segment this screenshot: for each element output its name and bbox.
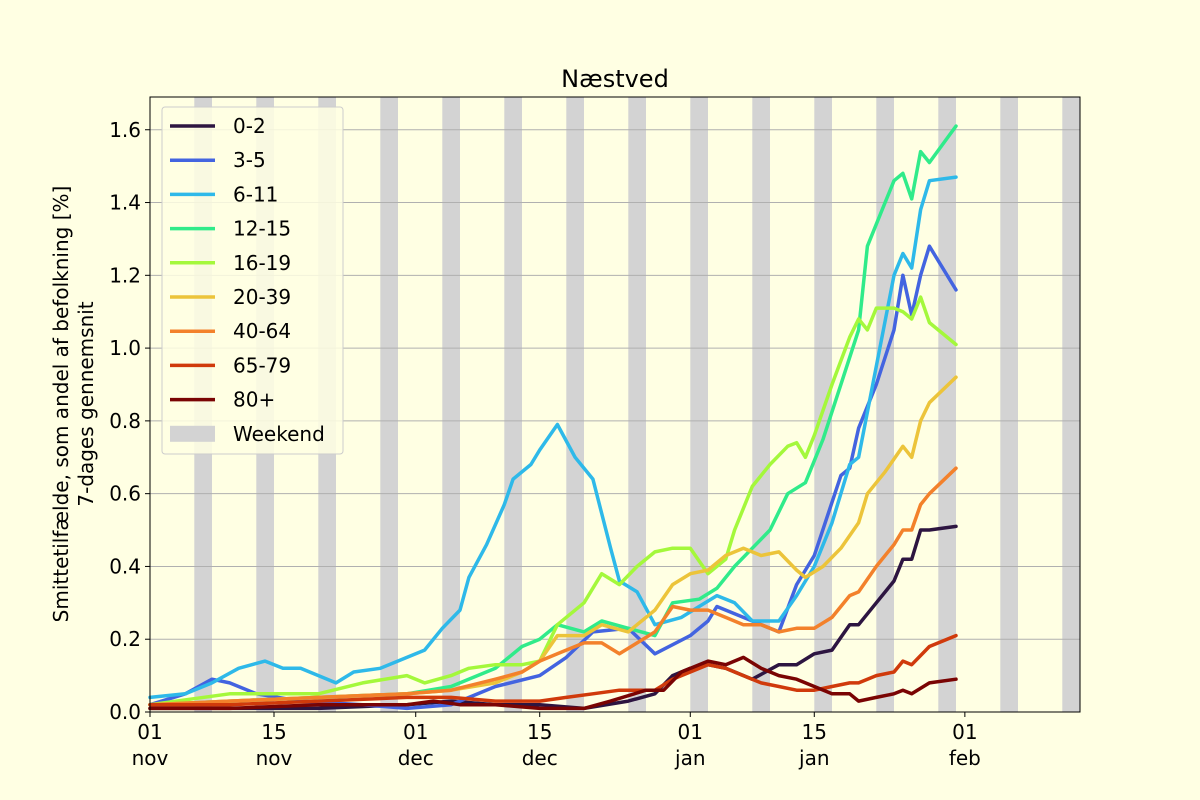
- legend-label: 80+: [233, 388, 275, 412]
- series-line-40-64: [148, 466, 958, 707]
- weekend-band: [442, 97, 460, 712]
- series-line-65-79: [148, 633, 958, 707]
- chart-title: Næstved: [561, 65, 669, 93]
- legend-label: 20-39: [233, 285, 291, 309]
- series-lines: [148, 124, 958, 711]
- x-tick-day: 01: [678, 720, 703, 744]
- x-tick-day: 01: [137, 720, 162, 744]
- legend-label: 6-11: [233, 182, 278, 206]
- series-line-6-11: [148, 175, 958, 700]
- y-tick-label: 0.0: [109, 700, 141, 724]
- weekend-band: [380, 97, 398, 712]
- legend-label: 3-5: [233, 148, 266, 172]
- x-tick-month: nov: [132, 746, 169, 770]
- legend-label: 16-19: [233, 251, 291, 275]
- weekend-band: [566, 97, 584, 712]
- x-tick-month: jan: [798, 746, 830, 770]
- weekend-band: [690, 97, 708, 712]
- y-tick-label: 1.0: [109, 336, 141, 360]
- series-line-80+: [148, 655, 958, 711]
- x-tick-month: dec: [522, 746, 558, 770]
- weekend-band: [1000, 97, 1018, 712]
- y-tick-label: 0.8: [109, 409, 141, 433]
- y-axis-label-line2: 7-dages gennemsnit: [74, 301, 98, 506]
- series-line-20-39: [148, 375, 958, 707]
- x-tick-day: 15: [802, 720, 827, 744]
- weekend-band: [938, 97, 956, 712]
- y-axis-label: Smittetilfælde, som andel af befolkning …: [49, 186, 98, 623]
- y-axis: 0.0 0.2 0.4 0.6 0.8 1.0 1.2 1.4 1.6: [109, 118, 150, 724]
- weekend-band: [504, 97, 522, 712]
- y-tick-label: 1.4: [109, 191, 141, 215]
- weekend-band: [752, 97, 770, 712]
- x-tick-day: 01: [403, 720, 428, 744]
- series-line-16-19: [148, 295, 958, 707]
- weekend-band: [628, 97, 646, 712]
- legend-label: 40-64: [233, 319, 291, 343]
- legend-label: Weekend: [233, 422, 325, 446]
- x-tick-month: jan: [674, 746, 706, 770]
- legend-swatch: [170, 425, 215, 442]
- y-tick-label: 0.2: [109, 627, 141, 651]
- plot-frame: [149, 96, 1081, 713]
- x-tick-day: 15: [527, 720, 552, 744]
- x-tick-month: dec: [398, 746, 434, 770]
- weekend-band: [1062, 97, 1080, 712]
- x-tick-day: 01: [952, 720, 977, 744]
- legend: 0-2 3-5 6-11 12-15 16-19 20-39 40-64 65-79 80+ We…: [161, 106, 344, 455]
- legend-label: 0-2: [233, 114, 266, 138]
- y-tick-label: 1.6: [109, 118, 141, 142]
- y-tick-label: 0.4: [109, 554, 141, 578]
- x-tick-day: 15: [261, 720, 286, 744]
- y-tick-label: 0.6: [109, 482, 141, 506]
- x-tick-month: feb: [949, 746, 981, 770]
- y-axis-label-line1: Smittetilfælde, som andel af befolkning …: [49, 186, 73, 623]
- x-tick-month: nov: [256, 746, 293, 770]
- y-tick-label: 1.2: [109, 263, 141, 287]
- legend-label: 12-15: [233, 217, 291, 241]
- legend-label: 65-79: [233, 353, 291, 377]
